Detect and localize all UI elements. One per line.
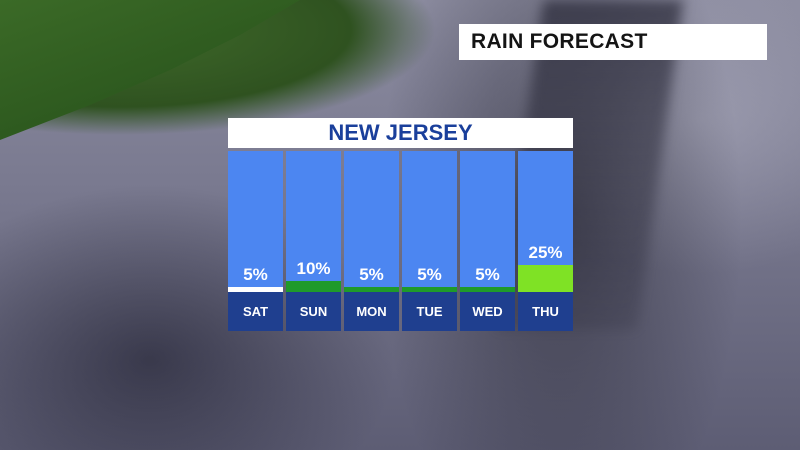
day-label: SUN: [286, 292, 341, 331]
forecast-column-wed: 5% WED: [460, 151, 515, 331]
day-label: TUE: [402, 292, 457, 331]
rain-chance-bar: [402, 286, 457, 292]
forecast-panel: NEW JERSEY 5% SAT 10% SUN 5% MON 5% TUE 5% WED 25%…: [228, 118, 573, 331]
rain-chance-label: 5%: [475, 264, 500, 284]
forecast-column-sun: 10% SUN: [286, 151, 341, 331]
rain-forecast-title: RAIN FORECAST: [459, 24, 767, 60]
rain-chance-label: 5%: [417, 264, 442, 284]
rain-chance-bar: [460, 286, 515, 292]
rain-chance-label: 10%: [296, 259, 331, 278]
forecast-column-thu: 25% THU: [518, 151, 573, 331]
forecast-column-mon: 5% MON: [344, 151, 399, 331]
rain-chance-label: 5%: [243, 264, 268, 284]
forecast-column-tue: 5% TUE: [402, 151, 457, 331]
rain-chance-bar: [286, 281, 341, 292]
forecast-columns: 5% SAT 10% SUN 5% MON 5% TUE 5% WED 25% THU: [228, 151, 573, 331]
region-title: NEW JERSEY: [228, 118, 573, 148]
day-label: SAT: [228, 292, 283, 331]
rain-chance-bar: [228, 286, 283, 292]
rain-chance-label: 5%: [359, 264, 384, 284]
day-label: MON: [344, 292, 399, 331]
rain-chance-bar: [344, 286, 399, 292]
rain-chance-label: 25%: [528, 242, 563, 262]
day-label: THU: [518, 292, 573, 331]
rain-chance-bar: [518, 264, 573, 292]
day-label: WED: [460, 292, 515, 331]
forecast-column-sat: 5% SAT: [228, 151, 283, 331]
